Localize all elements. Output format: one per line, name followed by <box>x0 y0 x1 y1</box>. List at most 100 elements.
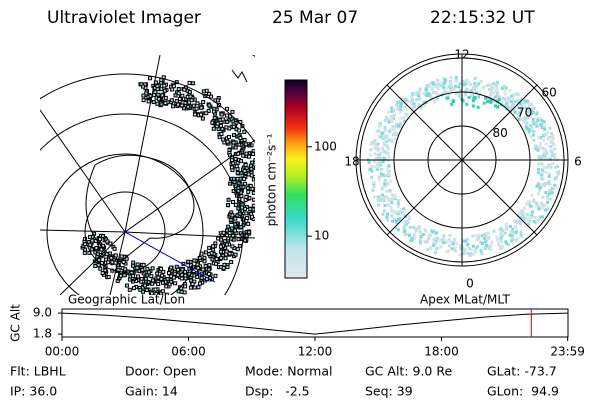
emission <box>226 135 231 140</box>
emission <box>501 96 505 100</box>
emission <box>454 79 458 83</box>
emission <box>386 182 390 186</box>
emission <box>503 104 507 108</box>
emission <box>402 229 406 233</box>
emission <box>515 229 519 233</box>
emission <box>206 271 211 276</box>
emission <box>531 110 535 114</box>
mlt-line <box>461 84 538 161</box>
emission <box>542 203 546 207</box>
emission <box>521 102 525 106</box>
x-tick-label: 18:00 <box>424 345 459 359</box>
emission <box>491 86 495 90</box>
emission <box>170 87 175 92</box>
emission <box>506 96 510 100</box>
emission <box>163 95 168 100</box>
emission <box>131 263 136 268</box>
emission <box>550 162 554 166</box>
emission <box>453 241 457 245</box>
emission <box>535 110 539 114</box>
emission <box>246 221 251 226</box>
emission <box>541 215 545 219</box>
emission <box>540 122 544 126</box>
emission <box>496 99 500 103</box>
lat-circle <box>359 57 565 263</box>
emission <box>221 137 226 142</box>
emission <box>524 106 528 110</box>
emission <box>528 114 532 118</box>
emission <box>213 273 218 278</box>
emission <box>164 284 169 289</box>
emission <box>423 240 427 244</box>
emission <box>522 119 526 123</box>
emission <box>146 270 151 275</box>
emission <box>550 139 554 143</box>
emission <box>532 133 536 137</box>
emission <box>389 138 393 142</box>
emission <box>408 232 412 236</box>
emission <box>511 231 515 235</box>
emission <box>515 92 519 96</box>
emission <box>453 246 457 250</box>
emission <box>377 129 381 133</box>
emission <box>461 99 465 103</box>
emission <box>545 151 549 155</box>
emission <box>156 97 161 102</box>
emission <box>237 243 242 248</box>
emission <box>183 284 188 289</box>
emission <box>531 120 535 124</box>
emission <box>466 242 470 246</box>
emission <box>156 92 161 97</box>
emission <box>517 114 521 118</box>
emission <box>543 132 547 136</box>
emission <box>418 230 422 234</box>
emission <box>551 136 555 140</box>
emission <box>404 220 408 224</box>
emission <box>391 197 395 201</box>
emission <box>464 92 468 96</box>
emission <box>239 225 244 230</box>
emission <box>404 113 408 117</box>
emission <box>201 89 206 94</box>
emission <box>189 278 194 283</box>
emission <box>206 108 211 113</box>
emission <box>153 287 158 292</box>
emission <box>144 91 149 96</box>
emission <box>540 173 544 177</box>
emission <box>191 103 196 108</box>
y-label: GC Alt <box>9 304 23 342</box>
emission <box>543 155 547 159</box>
emission <box>400 211 404 215</box>
emission <box>172 271 177 276</box>
emission <box>386 151 390 155</box>
emission <box>519 215 523 219</box>
emission <box>510 94 514 98</box>
emission <box>201 267 206 272</box>
emission <box>383 118 387 122</box>
emission <box>96 263 101 268</box>
emission <box>519 107 523 111</box>
emission <box>377 197 381 201</box>
emission <box>504 222 508 226</box>
emission <box>233 156 238 161</box>
emission <box>532 220 536 224</box>
emission <box>229 236 234 241</box>
emission <box>447 244 451 248</box>
emission <box>556 172 560 176</box>
emission <box>469 93 473 97</box>
emission <box>411 98 415 102</box>
emission <box>514 99 518 103</box>
emission <box>124 256 129 261</box>
emission <box>552 186 556 190</box>
emission <box>161 269 166 274</box>
emission <box>471 252 475 256</box>
emission <box>204 111 209 116</box>
emission <box>482 85 486 89</box>
emission <box>526 213 530 217</box>
emission <box>469 247 473 251</box>
emission <box>192 112 197 117</box>
emission <box>402 105 406 109</box>
emission <box>241 153 246 158</box>
emission <box>486 236 490 240</box>
emission <box>431 81 435 85</box>
